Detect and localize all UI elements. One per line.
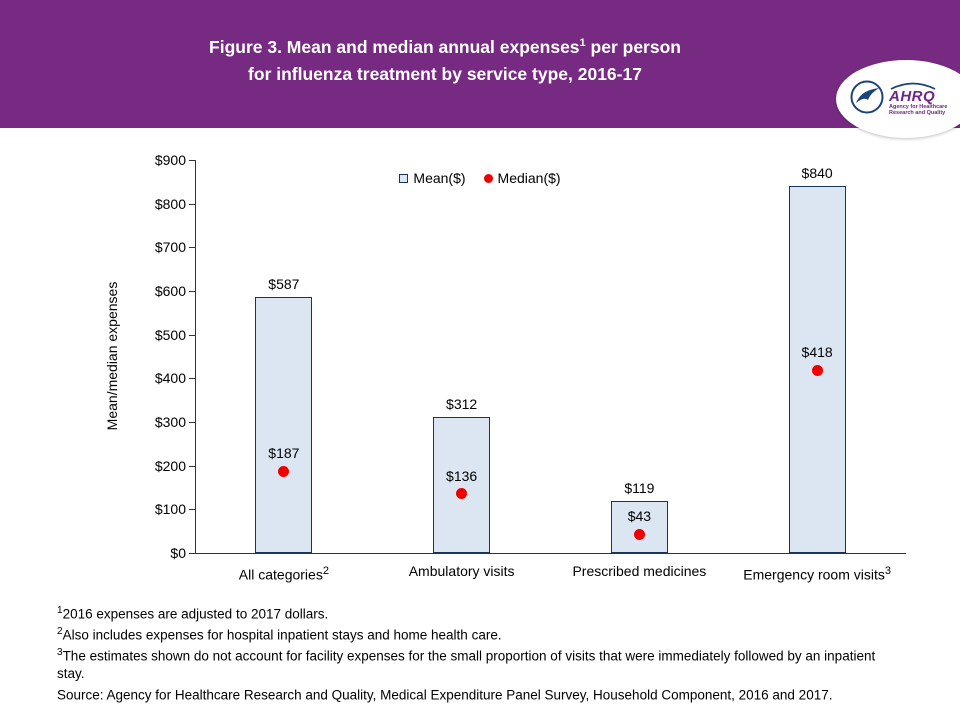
y-tick-label: $900 xyxy=(154,152,186,168)
y-tick-label: $100 xyxy=(154,501,186,518)
y-tick-label: $400 xyxy=(154,370,186,387)
x-axis-line xyxy=(195,553,906,554)
mean-value-label: $840 xyxy=(801,165,833,182)
source-line: Source: Agency for Healthcare Research a… xyxy=(57,683,902,704)
ahrq-wordmark: AHRQ xyxy=(889,87,936,105)
y-tick-mark xyxy=(189,422,195,423)
y-tick-label: $700 xyxy=(154,239,186,256)
y-tick-label: $800 xyxy=(154,195,186,212)
y-tick-mark xyxy=(189,378,195,380)
footnote-superscript: 2 xyxy=(57,626,63,637)
legend-label-mean: Mean($) xyxy=(413,170,466,186)
y-tick-mark xyxy=(189,247,195,249)
figure-title: Figure 3. Mean and median annual expense… xyxy=(80,30,810,88)
median-dot xyxy=(633,528,645,540)
median-value-label: $136 xyxy=(446,467,478,484)
ahrq-tagline-line2: Research and Quality xyxy=(889,110,946,116)
footnote-text: 2016 expenses are adjusted to 2017 dolla… xyxy=(62,606,329,622)
x-category-label-text: All categories xyxy=(238,566,323,583)
median-value-label: $187 xyxy=(268,445,300,462)
ahrq-logo-inner: AHRQ Agency for Healthcare Research and … xyxy=(850,80,947,119)
x-category-superscript: 3 xyxy=(884,565,891,577)
y-tick-mark xyxy=(189,203,195,205)
x-category-superscript: 2 xyxy=(322,565,329,577)
y-axis-line xyxy=(195,160,196,553)
mean-value-label: $587 xyxy=(268,275,300,292)
figure-title-line1-post: per person xyxy=(585,36,681,57)
footnote-line: 2Also includes expenses for hospital inp… xyxy=(57,623,902,644)
median-dot xyxy=(456,488,468,500)
x-category-label: Prescribed medicines xyxy=(549,563,729,579)
median-value-label: $418 xyxy=(801,344,833,361)
mean-bar xyxy=(610,501,668,553)
bar-chart: Mean($) Median($) Mean/median expenses $… xyxy=(0,138,960,598)
footnote-superscript: 1 xyxy=(57,605,63,616)
mean-bar xyxy=(433,416,491,553)
y-tick-mark xyxy=(189,334,195,336)
legend-label-median: Median($) xyxy=(497,170,561,186)
footnote-line: 12016 expenses are adjusted to 2017 doll… xyxy=(57,602,902,623)
mean-value-label: $119 xyxy=(624,480,655,497)
ahrq-tagline-line1: Agency for Healthcare xyxy=(889,103,948,110)
footnote-line: 3The estimates shown do not account for … xyxy=(57,644,902,683)
footnote-text: Also includes expenses for hospital inpa… xyxy=(62,627,502,643)
header-banner: Figure 3. Mean and median annual expense… xyxy=(0,0,960,128)
median-dot xyxy=(278,465,290,477)
x-category-label-text: Ambulatory visits xyxy=(408,563,515,579)
x-category-label-text: Emergency room visits xyxy=(743,566,885,583)
figure-title-line2: for influenza treatment by service type,… xyxy=(248,63,642,84)
ahrq-logo: AHRQ Agency for Healthcare Research and … xyxy=(836,60,960,138)
y-tick-label: $500 xyxy=(154,326,186,343)
y-tick-label: $200 xyxy=(154,457,186,474)
x-category-label: Ambulatory visits xyxy=(372,563,552,579)
y-tick-label: $0 xyxy=(170,545,186,561)
y-axis-title: Mean/median expenses xyxy=(104,281,120,431)
figure-title-line1-text: Figure 3. Mean and median annual expense… xyxy=(209,36,580,57)
y-tick-mark xyxy=(189,291,195,292)
y-tick-mark xyxy=(189,509,195,511)
figure-title-superscript: 1 xyxy=(579,37,586,49)
chart-legend: Mean($) Median($) xyxy=(0,170,960,186)
footnote-text: The estimates shown do not account for f… xyxy=(57,648,876,682)
legend-item-median: Median($) xyxy=(483,170,561,186)
y-tick-mark xyxy=(189,160,195,161)
ahrq-wordmark-block: AHRQ Agency for Healthcare Research and … xyxy=(889,82,947,117)
source-text: Source: Agency for Healthcare Research a… xyxy=(57,687,833,702)
hhs-eagle-icon xyxy=(850,80,884,119)
ahrq-swoosh-icon xyxy=(890,82,936,90)
footnote-superscript: 3 xyxy=(57,647,63,658)
footnotes: 12016 expenses are adjusted to 2017 doll… xyxy=(57,602,902,704)
x-category-label-text: Prescribed medicines xyxy=(572,563,707,579)
y-tick-mark xyxy=(189,465,195,467)
mean-value-label: $312 xyxy=(446,395,478,412)
y-tick-label: $600 xyxy=(154,283,186,299)
x-category-label: Emergency room visits3 xyxy=(727,563,907,583)
figure-title-line1: Figure 3. Mean and median annual expense… xyxy=(80,30,810,61)
legend-item-mean: Mean($) xyxy=(399,170,466,186)
median-swatch-icon xyxy=(483,173,493,183)
mean-bar xyxy=(255,296,313,553)
x-category-label: All categories2 xyxy=(194,563,374,583)
y-tick-label: $300 xyxy=(154,414,186,430)
median-dot xyxy=(811,364,823,376)
mean-swatch-icon xyxy=(399,173,409,183)
y-tick-mark xyxy=(189,553,195,554)
median-value-label: $43 xyxy=(627,508,652,525)
